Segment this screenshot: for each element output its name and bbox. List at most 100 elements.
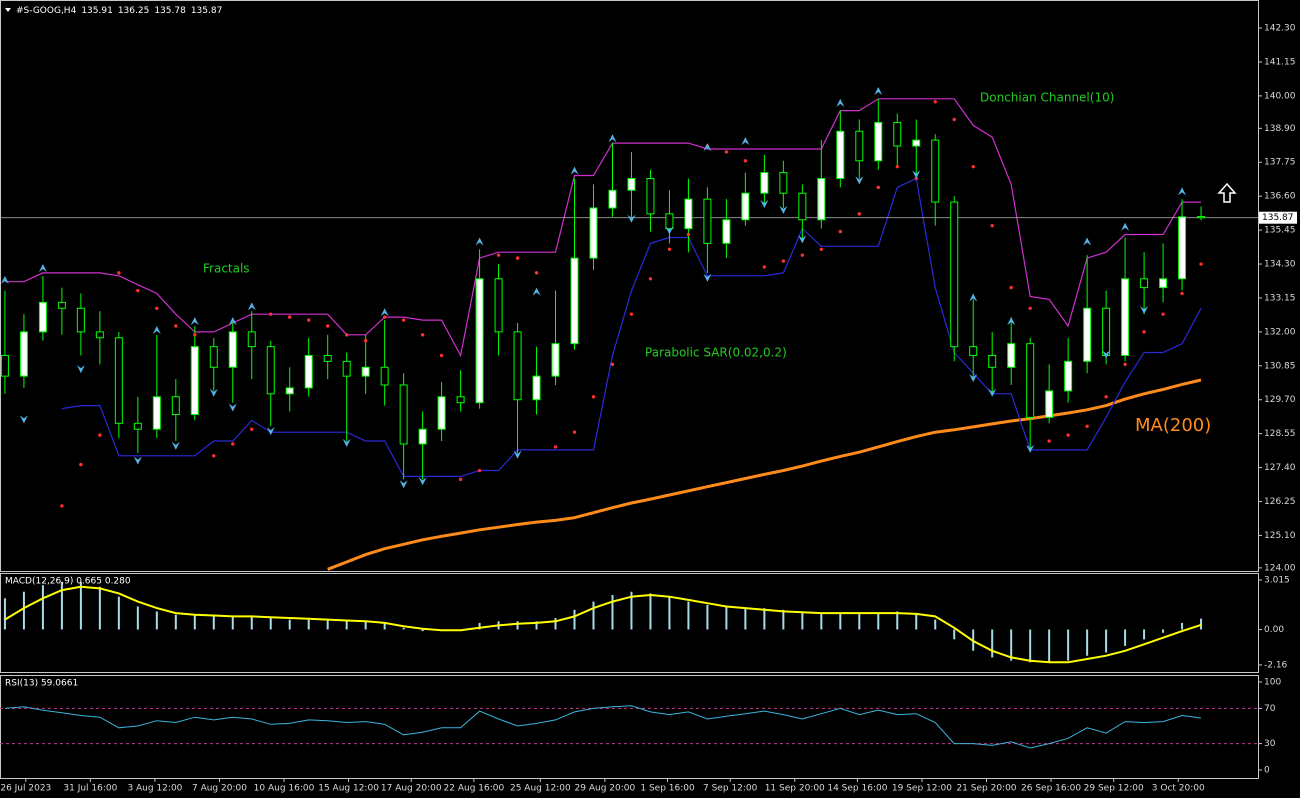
fractal-down	[342, 438, 351, 447]
x-tick-label: 7 Aug 20:00	[192, 784, 247, 794]
sar-dot	[1199, 262, 1203, 266]
y-tick-label: -2.16	[1264, 660, 1288, 670]
ohlc-close: 135.87	[191, 6, 223, 16]
x-tick-label: 29 Aug 20:00	[575, 784, 636, 794]
sar-dot	[477, 468, 482, 473]
macd-pane	[0, 573, 1259, 673]
candle-body	[323, 354, 332, 362]
main-pane	[0, 0, 1259, 572]
sar-dot	[1123, 362, 1127, 367]
sar-dot	[933, 100, 937, 104]
candle-body	[950, 201, 959, 348]
x-tick-label: 22 Aug 16:00	[444, 784, 505, 794]
candle-body	[38, 301, 47, 333]
y-tick-label: 141.15	[1264, 57, 1296, 67]
sar-dot	[857, 212, 861, 216]
candle-body	[741, 192, 750, 221]
donchian-upper	[4, 98, 1201, 358]
candle-body	[57, 301, 66, 309]
y-tick-label: 127.40	[1264, 463, 1296, 473]
candle-body	[608, 189, 617, 209]
fractal-down	[1140, 306, 1149, 315]
x-tick-label: 31 Jul 16:00	[63, 784, 117, 794]
fractal-down	[969, 374, 978, 383]
sar-dot	[971, 164, 975, 169]
sar-dot	[496, 253, 501, 257]
y-tick-label: 128.55	[1264, 429, 1296, 439]
sar-dot	[1009, 285, 1013, 290]
fractal-down	[703, 273, 712, 282]
fractal-up	[475, 237, 484, 246]
sar-dot	[743, 159, 748, 163]
fractal-up	[1007, 317, 1016, 326]
y-tick-label: 0	[1264, 765, 1270, 775]
fractal-up	[38, 264, 47, 273]
fractal-down	[19, 415, 28, 424]
y-tick-label: 134.30	[1264, 260, 1296, 270]
y-tick-label: 126.25	[1264, 497, 1296, 507]
candle-body	[475, 278, 484, 404]
candle-body	[266, 346, 275, 395]
candle-body	[513, 331, 522, 401]
candle-body	[342, 360, 351, 377]
fractal-down	[1026, 444, 1035, 453]
candle-body	[399, 384, 408, 445]
candle-body	[969, 346, 978, 356]
pane-title: RSI(13) 59.0661	[5, 679, 78, 689]
sar-dot	[667, 247, 672, 251]
fractal-down	[988, 388, 997, 397]
chart-title: #S-GOOG,H4 135.91 136.25 135.78 135.87	[16, 6, 222, 16]
sar-dot	[136, 288, 140, 293]
candle-body	[171, 396, 180, 415]
candle-body	[836, 130, 845, 179]
fractal-up	[228, 317, 237, 326]
sar-dot	[193, 333, 197, 337]
sar-dot	[572, 430, 577, 434]
fractal-down	[627, 214, 636, 223]
candle-body	[209, 346, 218, 368]
fractal-down	[418, 477, 427, 486]
fractal-down	[798, 235, 807, 244]
candle-body	[874, 121, 883, 162]
fractal-up	[608, 134, 617, 143]
menu-triangle	[5, 8, 11, 12]
fractal-down	[228, 403, 237, 412]
sar-dot	[174, 324, 178, 328]
candle-body	[798, 192, 807, 221]
candle-body	[912, 139, 921, 147]
y-tick-label: 142.30	[1264, 24, 1296, 34]
sar-dot	[610, 362, 615, 367]
y-tick-label: 132.00	[1264, 327, 1296, 337]
y-tick-label: 124.00	[1264, 563, 1296, 573]
sar-dot	[990, 223, 994, 228]
sar-dot	[382, 315, 387, 319]
candle-body	[1140, 278, 1149, 289]
x-tick-label: 26 Sep 16:00	[1021, 784, 1081, 794]
candle-body	[1045, 390, 1054, 418]
ohlc-high: 136.25	[118, 6, 150, 16]
last-price-label: 135.87	[1262, 213, 1294, 223]
candle-body	[551, 343, 560, 377]
x-tick-label: 1 Sep 16:00	[640, 784, 695, 794]
candle-body	[703, 198, 712, 244]
y-tick-label: 129.70	[1264, 395, 1296, 405]
candle-body	[855, 130, 864, 162]
candle-body	[570, 257, 579, 345]
sar-dot	[515, 256, 520, 260]
sar-dot	[325, 324, 330, 328]
x-tick-label: 26 Jul 2023	[0, 784, 51, 794]
sar-dot	[439, 353, 444, 358]
candle-body	[304, 354, 313, 389]
x-tick-label: 29 Sep 12:00	[1084, 784, 1144, 794]
rsi-pane	[0, 675, 1259, 779]
sar-dot	[1142, 330, 1146, 334]
x-tick-label: 19 Sep 12:00	[892, 784, 952, 794]
fractal-up	[969, 293, 978, 302]
sar-dot	[724, 150, 729, 154]
sar-dot	[895, 164, 899, 169]
candle-body	[722, 219, 731, 244]
candle-body	[1121, 278, 1130, 356]
sar-dot	[344, 333, 349, 337]
candle-body	[1102, 307, 1111, 356]
sar-dot	[1066, 433, 1070, 437]
